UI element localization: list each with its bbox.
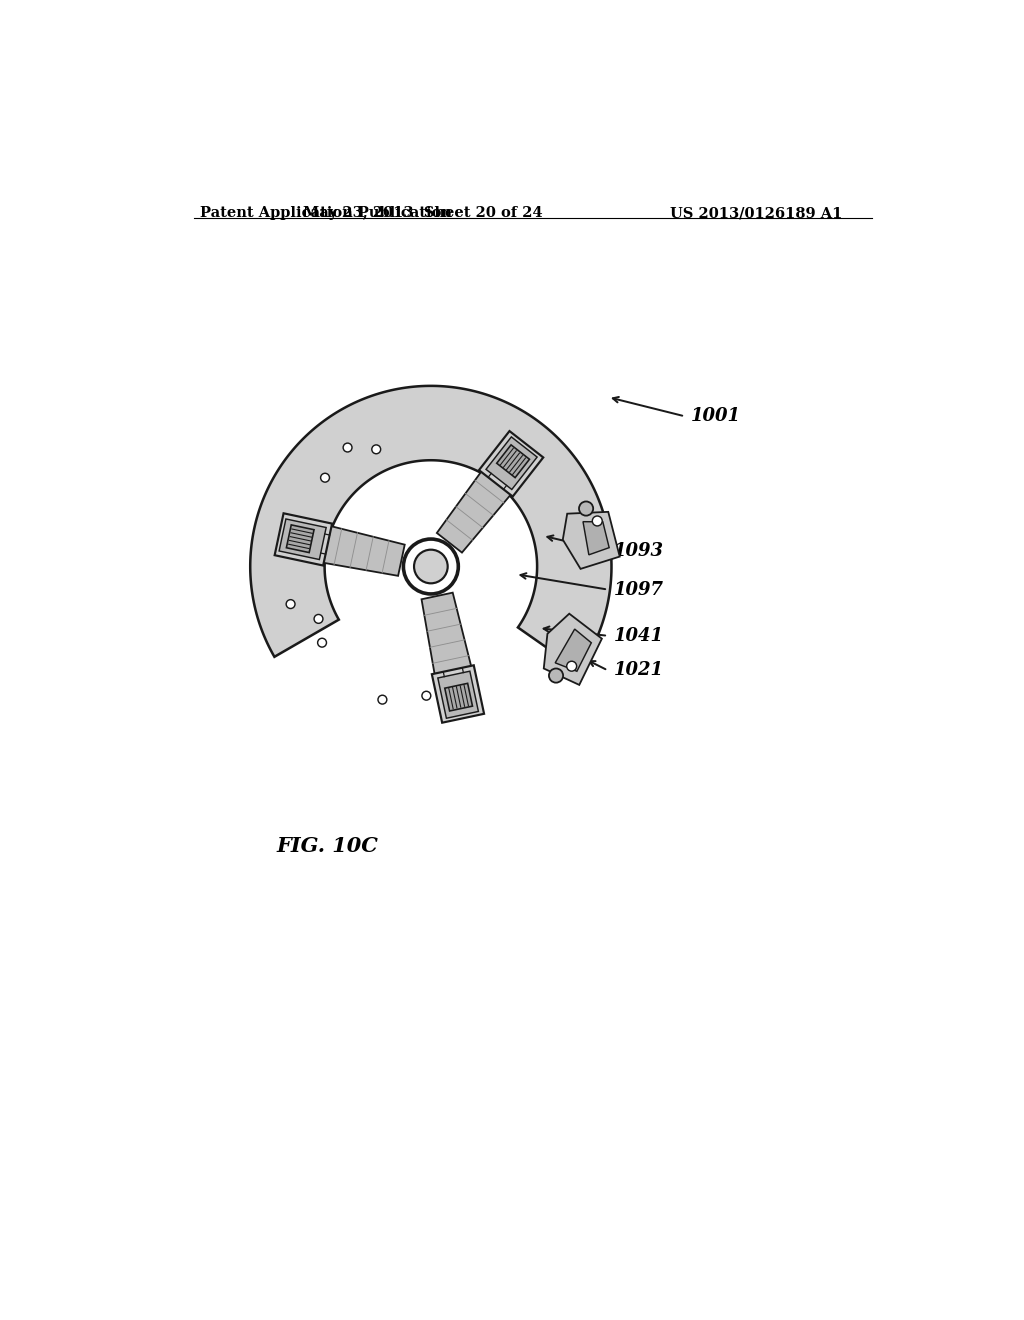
Circle shape bbox=[579, 502, 593, 516]
Polygon shape bbox=[563, 512, 620, 569]
Polygon shape bbox=[486, 437, 538, 490]
Circle shape bbox=[286, 599, 295, 609]
Text: 1001: 1001 bbox=[691, 408, 741, 425]
Polygon shape bbox=[583, 521, 609, 554]
Polygon shape bbox=[544, 614, 602, 685]
Circle shape bbox=[422, 692, 431, 700]
Text: May 23, 2013  Sheet 20 of 24: May 23, 2013 Sheet 20 of 24 bbox=[303, 206, 543, 220]
Circle shape bbox=[372, 445, 381, 454]
Text: 1093: 1093 bbox=[614, 543, 665, 560]
Polygon shape bbox=[287, 525, 314, 553]
Text: 1021: 1021 bbox=[614, 661, 665, 680]
Circle shape bbox=[314, 615, 323, 623]
Polygon shape bbox=[422, 593, 476, 696]
Polygon shape bbox=[432, 665, 484, 723]
Text: US 2013/0126189 A1: US 2013/0126189 A1 bbox=[670, 206, 842, 220]
Polygon shape bbox=[437, 454, 524, 553]
Polygon shape bbox=[555, 630, 591, 672]
Circle shape bbox=[317, 639, 327, 647]
Polygon shape bbox=[438, 671, 478, 718]
Polygon shape bbox=[479, 432, 544, 496]
Polygon shape bbox=[280, 519, 327, 560]
Circle shape bbox=[414, 549, 447, 583]
Polygon shape bbox=[497, 445, 529, 478]
Text: 1097: 1097 bbox=[614, 581, 665, 598]
Circle shape bbox=[566, 661, 577, 671]
Polygon shape bbox=[274, 513, 332, 565]
Circle shape bbox=[321, 474, 330, 482]
Polygon shape bbox=[444, 684, 472, 711]
Circle shape bbox=[592, 516, 602, 525]
Text: 1041: 1041 bbox=[614, 627, 665, 644]
Circle shape bbox=[378, 696, 387, 704]
Text: FIG. 10C: FIG. 10C bbox=[276, 836, 379, 855]
Circle shape bbox=[549, 668, 563, 682]
Circle shape bbox=[343, 444, 352, 451]
Circle shape bbox=[403, 539, 459, 594]
Polygon shape bbox=[302, 521, 404, 576]
Polygon shape bbox=[250, 385, 611, 671]
Text: Patent Application Publication: Patent Application Publication bbox=[200, 206, 452, 220]
